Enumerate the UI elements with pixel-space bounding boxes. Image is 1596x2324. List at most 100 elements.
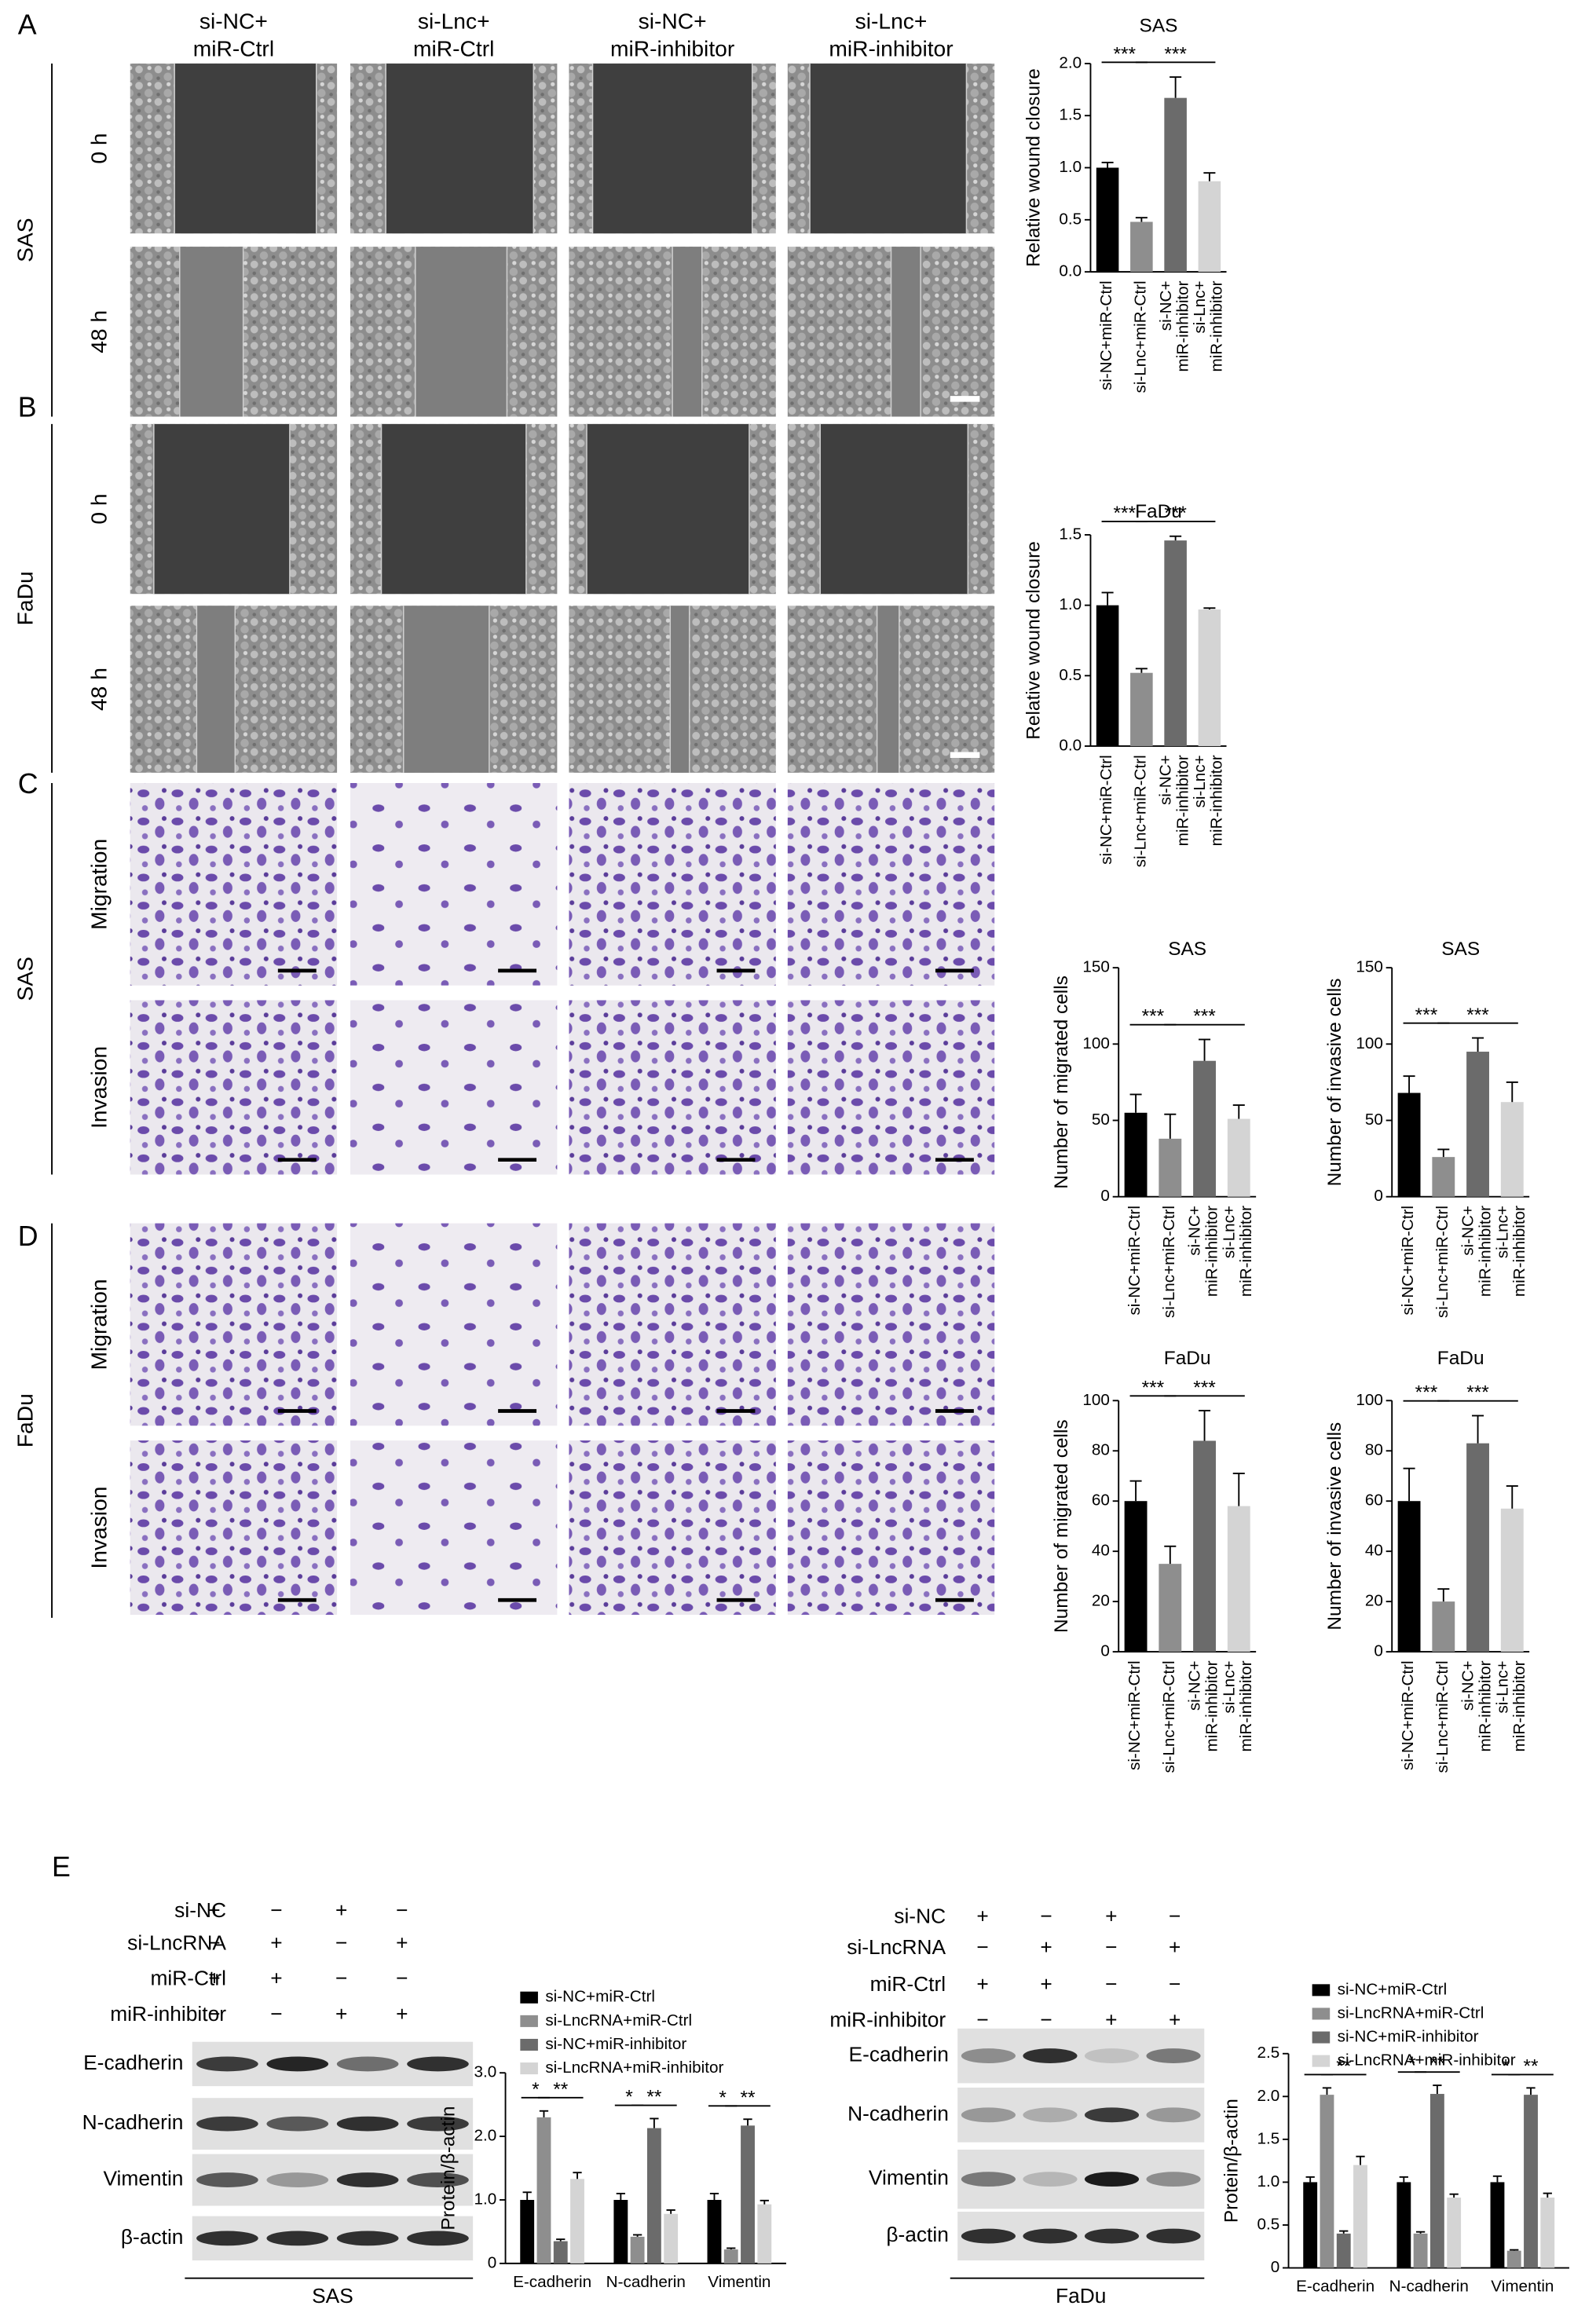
- y-tick-label: 3.0: [474, 2063, 496, 2081]
- y-tick-label: 1.0: [1059, 595, 1082, 613]
- sign: −: [1040, 2007, 1052, 2031]
- sign: +: [396, 1931, 408, 1955]
- blot-strip: [957, 2088, 1205, 2143]
- bar: [1193, 1440, 1216, 1652]
- protein-label: Vimentin: [869, 2166, 949, 2190]
- blot-band: [961, 2048, 1016, 2063]
- y-tick-label: 50: [1092, 1111, 1110, 1129]
- y-tick-label: 20: [1365, 1592, 1383, 1610]
- significance-label: ***: [1415, 1382, 1438, 1404]
- y-tick-label: 2.0: [1059, 53, 1082, 71]
- y-axis-label: Protein/β-actin: [438, 2106, 459, 2231]
- x-tick-label: si-NC+miR-Ctrl: [1126, 1206, 1144, 1316]
- bar: [553, 2241, 568, 2264]
- y-tick-label: 2.0: [1257, 2087, 1279, 2105]
- cell-line-label: SAS: [13, 957, 38, 1001]
- x-tick-label: si-NC+miR-inhibitor: [1157, 280, 1192, 371]
- bar: [1432, 1157, 1455, 1197]
- y-tick-label: 60: [1092, 1491, 1110, 1510]
- blot-band: [266, 2116, 329, 2132]
- wound-gap: [179, 247, 243, 417]
- x-tick-label: N-cadherin: [1389, 2277, 1469, 2295]
- y-axis-label: Number of invasive cells: [1324, 1422, 1345, 1630]
- bar: [1397, 1092, 1421, 1197]
- significance-label: **: [646, 2087, 662, 2108]
- sign: +: [1040, 1935, 1052, 1959]
- bar: [1540, 2198, 1555, 2268]
- sign: −: [1169, 1905, 1181, 1928]
- sign: +: [208, 1898, 220, 1922]
- wound-gap: [415, 247, 507, 417]
- y-tick-label: 1.0: [1059, 158, 1082, 176]
- bar: [757, 2204, 772, 2264]
- y-tick-label: 0.5: [1059, 210, 1082, 228]
- y-tick-label: 0.0: [1059, 736, 1082, 754]
- bar: [1336, 2233, 1351, 2268]
- wound-gap: [672, 247, 702, 417]
- blot-band: [407, 2231, 469, 2246]
- bar: [1164, 540, 1187, 746]
- y-tick-label: 2.5: [1257, 2044, 1279, 2062]
- wound-gap: [877, 606, 899, 773]
- significance-label: *: [1408, 2053, 1416, 2074]
- x-tick-label: si-Lnc+miR-inhibitor: [1494, 1206, 1529, 1297]
- significance-label: ***: [1113, 43, 1136, 64]
- bar: [1193, 1060, 1216, 1197]
- sign: −: [396, 1898, 408, 1922]
- row-label: Migration: [86, 1279, 112, 1370]
- bar: [1500, 1102, 1524, 1197]
- sign: +: [1105, 2007, 1117, 2031]
- micrograph: [350, 782, 558, 986]
- x-tick-label: si-NC+miR-inhibitor: [1186, 1660, 1221, 1751]
- significance-label: ***: [1193, 1006, 1216, 1027]
- legend-label: si-NC+miR-Ctrl: [545, 1988, 655, 2006]
- blot-band: [336, 2231, 399, 2246]
- sign: −: [208, 2002, 220, 2026]
- wound-gap: [153, 423, 290, 595]
- y-tick-label: 1.0: [1257, 2172, 1279, 2190]
- treatment-label: miR-Ctrl: [150, 1967, 226, 1990]
- blot-band: [266, 2231, 329, 2246]
- micrograph: [130, 1223, 338, 1426]
- x-tick-label: si-NC+miR-Ctrl: [1098, 280, 1116, 390]
- bar: [1124, 1112, 1148, 1197]
- sign: −: [270, 2002, 282, 2026]
- bar: [1500, 1508, 1524, 1652]
- significance-label: *: [532, 2079, 540, 2100]
- legend-swatch: [520, 2062, 538, 2075]
- micrograph: [350, 1223, 558, 1426]
- y-tick-label: 100: [1082, 1391, 1110, 1409]
- protein-label: N-cadherin: [82, 2110, 184, 2134]
- significance-label: ***: [1466, 1382, 1489, 1404]
- significance-label: **: [1523, 2056, 1539, 2077]
- significance-label: ***: [1164, 503, 1187, 524]
- sign: +: [208, 1967, 220, 1990]
- legend-label: si-NC+miR-Ctrl: [1338, 1980, 1448, 1998]
- sign: −: [396, 1967, 408, 1990]
- sign: +: [1169, 1935, 1181, 1959]
- wound-gap: [820, 423, 968, 595]
- panel-letter: D: [18, 1221, 38, 1252]
- cell-line-label: SAS: [13, 218, 38, 262]
- legend-swatch: [520, 2038, 538, 2051]
- cell-line-label: FaDu: [13, 1393, 38, 1447]
- bar: [741, 2125, 755, 2264]
- sign: −: [335, 1967, 347, 1990]
- wound-gap: [381, 423, 526, 595]
- bar: [1432, 1601, 1455, 1652]
- bar: [1227, 1118, 1250, 1197]
- blot-band: [1023, 2228, 1078, 2244]
- sign: +: [270, 1967, 282, 1990]
- y-tick-label: 1.5: [1059, 106, 1082, 124]
- micrograph: [787, 1440, 995, 1616]
- y-tick-label: 50: [1365, 1111, 1383, 1129]
- row-label: 0 h: [86, 133, 112, 163]
- blot-band: [961, 2107, 1016, 2123]
- blot-band: [1084, 2228, 1140, 2244]
- bar: [1096, 167, 1119, 273]
- bar: [1130, 672, 1153, 746]
- sign: +: [976, 1905, 988, 1928]
- x-tick-label: si-NC+miR-Ctrl: [1400, 1660, 1418, 1770]
- wound-gap: [386, 63, 534, 234]
- panel-letter: B: [18, 392, 37, 423]
